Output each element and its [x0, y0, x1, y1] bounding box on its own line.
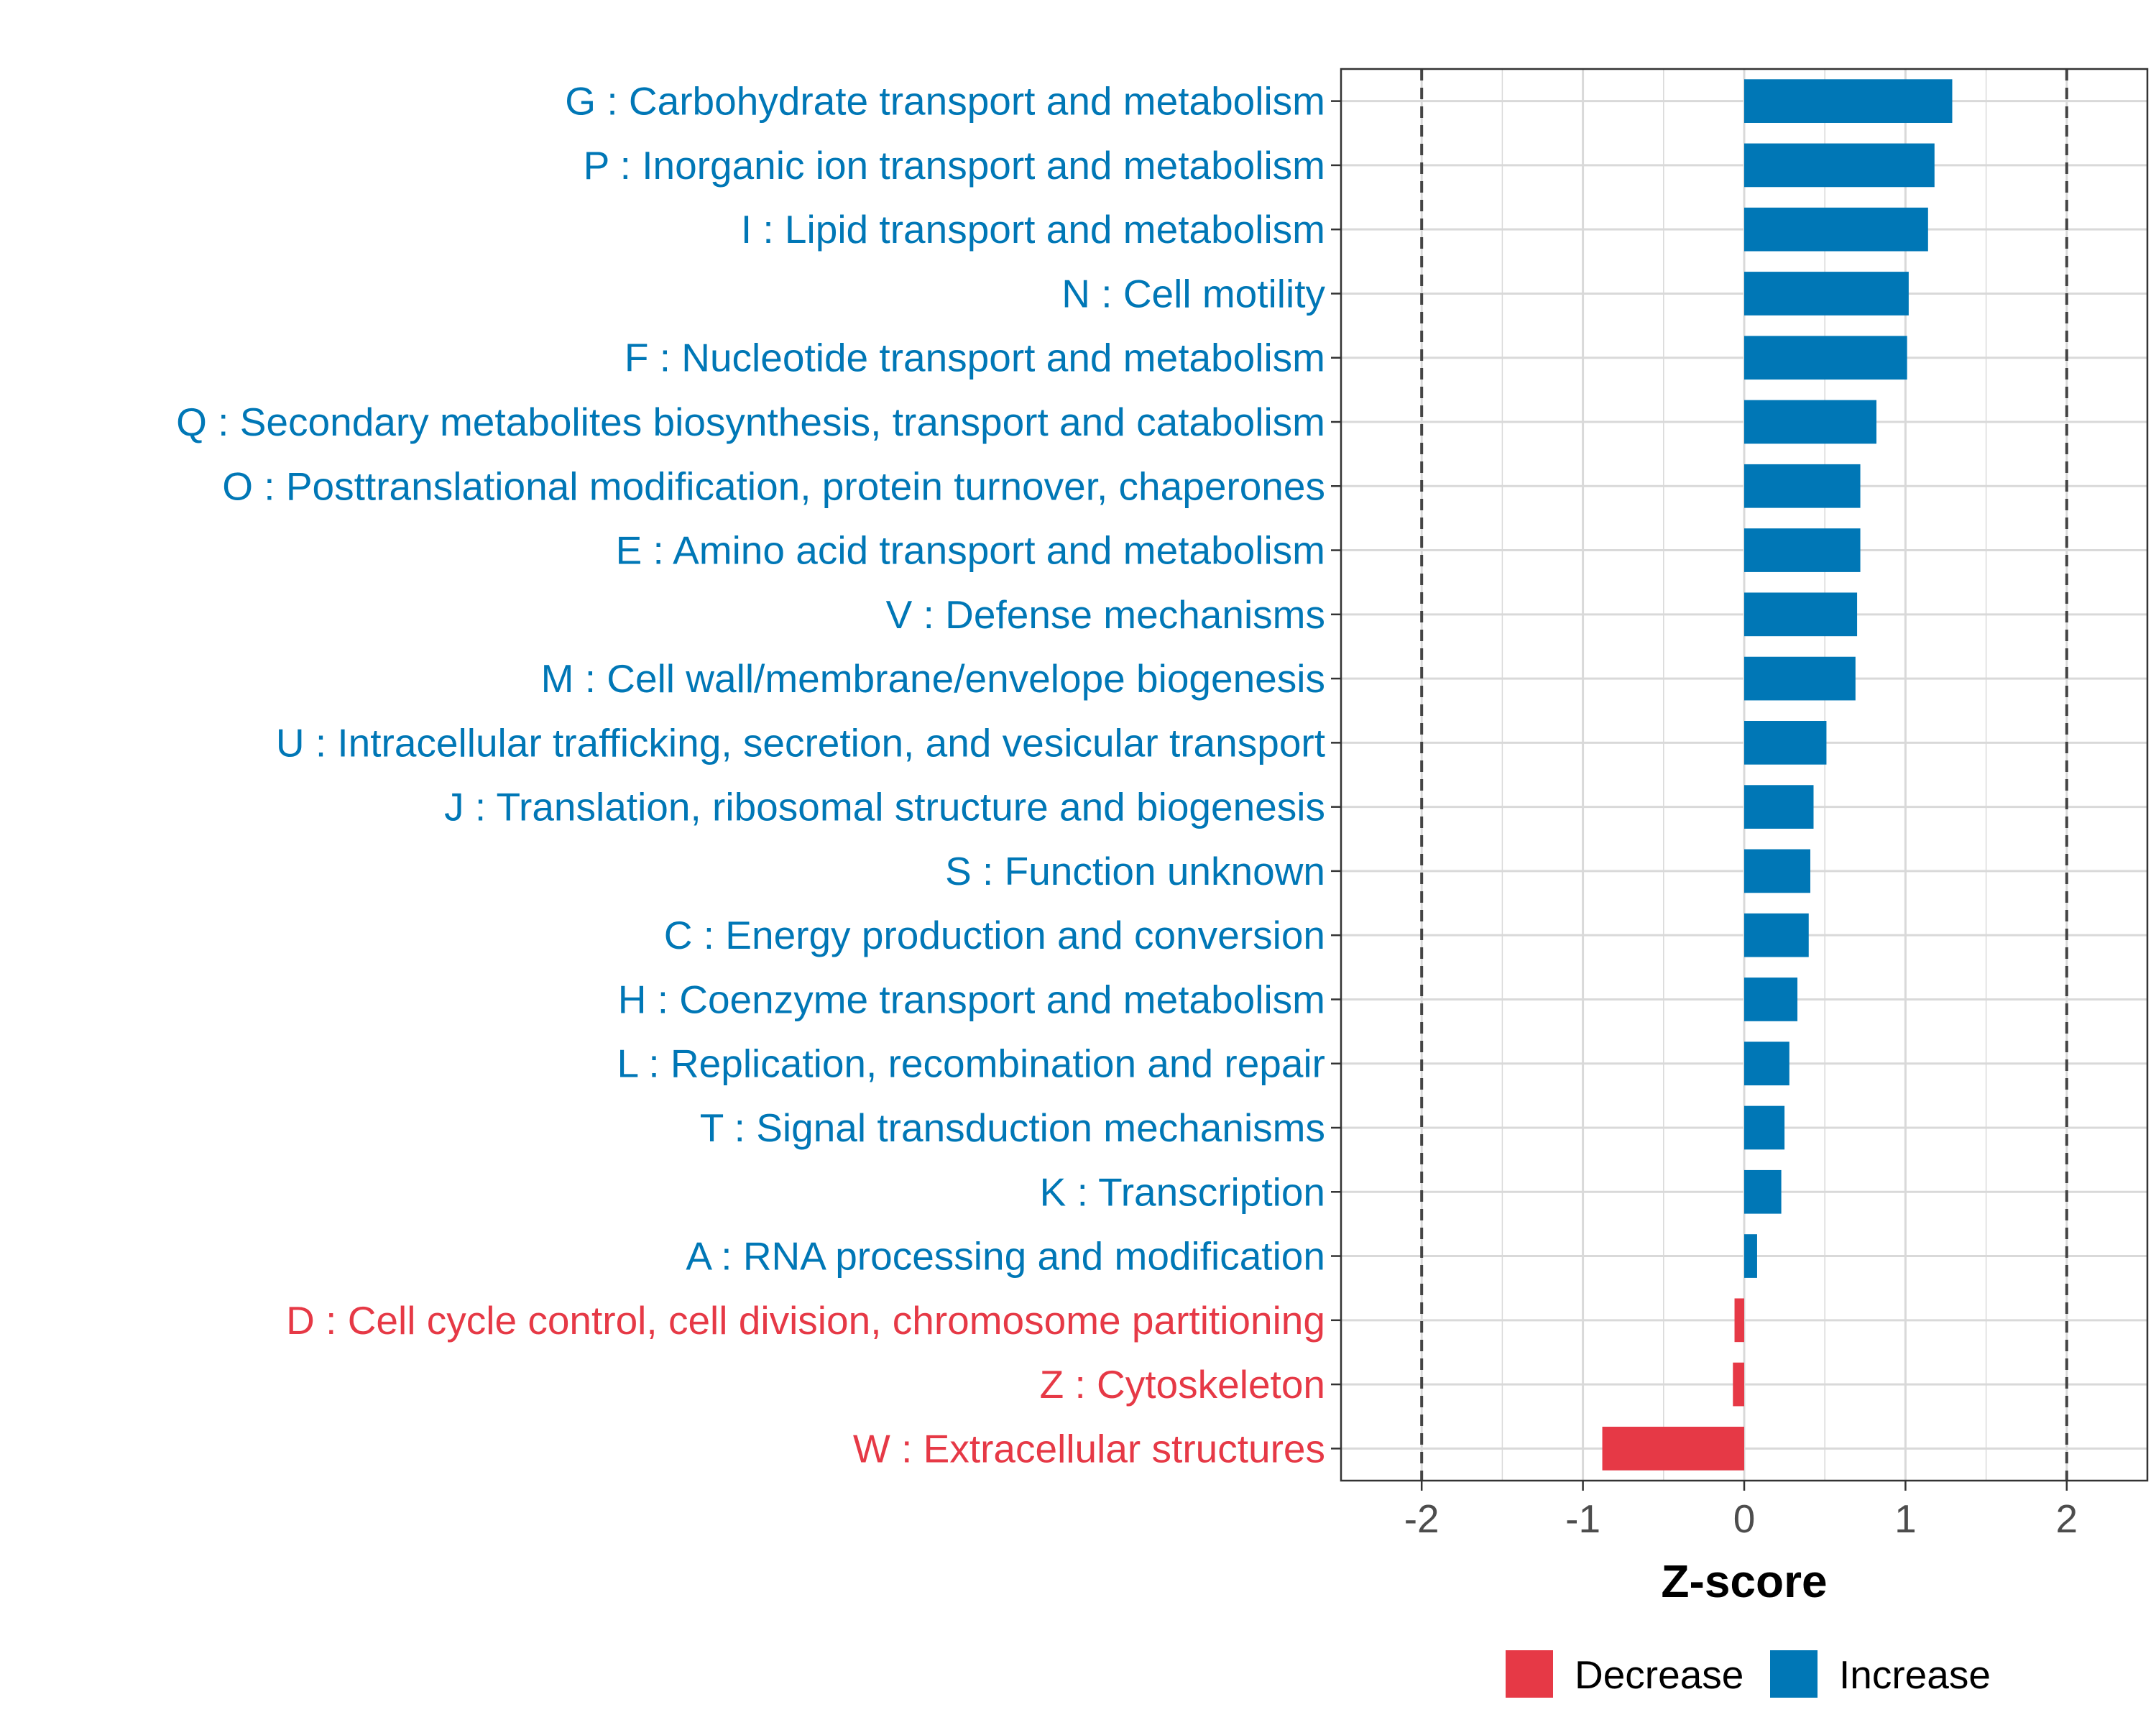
- category-label: J : Translation, ribosomal structure and…: [444, 785, 1325, 829]
- bars: [1602, 79, 1953, 1471]
- category-label: D : Cell cycle control, cell division, c…: [286, 1298, 1325, 1343]
- x-tick-label: -2: [1404, 1496, 1439, 1541]
- category-label: L : Replication, recombination and repai…: [617, 1041, 1325, 1086]
- bar-z: [1733, 1362, 1744, 1407]
- bar-c: [1744, 913, 1809, 957]
- category-label: U : Intracellular trafficking, secretion…: [276, 720, 1325, 765]
- x-axis: -2 -1 0 1 2: [1404, 1481, 2078, 1541]
- category-label: A : RNA processing and modification: [686, 1234, 1325, 1279]
- category-label: V : Defense mechanisms: [886, 592, 1325, 637]
- category-label: E : Amino acid transport and metabolism: [616, 528, 1325, 573]
- category-label: Q : Secondary metabolites biosynthesis, …: [176, 400, 1325, 444]
- bar-j: [1744, 785, 1814, 829]
- category-label: W : Extracellular structures: [853, 1426, 1325, 1471]
- bar-e: [1744, 528, 1861, 572]
- legend-label-decrease: Decrease: [1575, 1652, 1743, 1697]
- bar-k: [1744, 1169, 1782, 1214]
- category-label: I : Lipid transport and metabolism: [741, 207, 1325, 252]
- category-label: C : Energy production and conversion: [664, 913, 1325, 957]
- category-label: O : Posttranslational modification, prot…: [222, 464, 1325, 508]
- reference-lines: [1420, 69, 2068, 1481]
- bar-i: [1744, 207, 1928, 252]
- bar-s: [1744, 849, 1811, 893]
- category-label: G : Carbohydrate transport and metabolis…: [565, 79, 1325, 124]
- category-label: N : Cell motility: [1061, 271, 1325, 316]
- bar-l: [1744, 1041, 1789, 1086]
- x-tick-label: 1: [1894, 1496, 1917, 1541]
- bar-w: [1602, 1427, 1744, 1471]
- bar-u: [1744, 721, 1827, 765]
- y-axis: G : Carbohydrate transport and metabolis…: [176, 79, 1341, 1471]
- category-label: T : Signal transduction mechanisms: [700, 1105, 1325, 1150]
- bar-o: [1744, 464, 1861, 508]
- category-label: F : Nucleotide transport and metabolism: [625, 336, 1325, 380]
- category-label: H : Coenzyme transport and metabolism: [618, 977, 1325, 1021]
- bar-f: [1744, 336, 1907, 380]
- x-tick-label: 0: [1733, 1496, 1756, 1541]
- x-tick-label: 2: [2056, 1496, 2078, 1541]
- bar-t: [1744, 1105, 1785, 1150]
- category-label: S : Function unknown: [945, 849, 1325, 893]
- bar-v: [1744, 592, 1858, 637]
- category-label: Z : Cytoskeleton: [1040, 1362, 1325, 1407]
- bar-a: [1744, 1234, 1757, 1278]
- bar-p: [1744, 143, 1935, 188]
- x-axis-title: Z-score: [1661, 1555, 1827, 1607]
- bar-h: [1744, 978, 1798, 1021]
- legend-key-increase: [1770, 1650, 1818, 1698]
- legend: Decrease Increase: [1506, 1650, 1991, 1698]
- bar-d: [1734, 1298, 1744, 1343]
- category-label: M : Cell wall/membrane/envelope biogenes…: [541, 656, 1325, 701]
- bar-n: [1744, 272, 1909, 316]
- category-label: P : Inorganic ion transport and metaboli…: [584, 143, 1325, 188]
- legend-key-decrease: [1506, 1650, 1553, 1698]
- bar-m: [1744, 656, 1856, 701]
- bar-g: [1744, 79, 1953, 123]
- legend-label-increase: Increase: [1839, 1652, 1991, 1697]
- x-tick-label: -1: [1565, 1496, 1600, 1541]
- category-label: K : Transcription: [1040, 1169, 1325, 1214]
- bar-q: [1744, 400, 1877, 444]
